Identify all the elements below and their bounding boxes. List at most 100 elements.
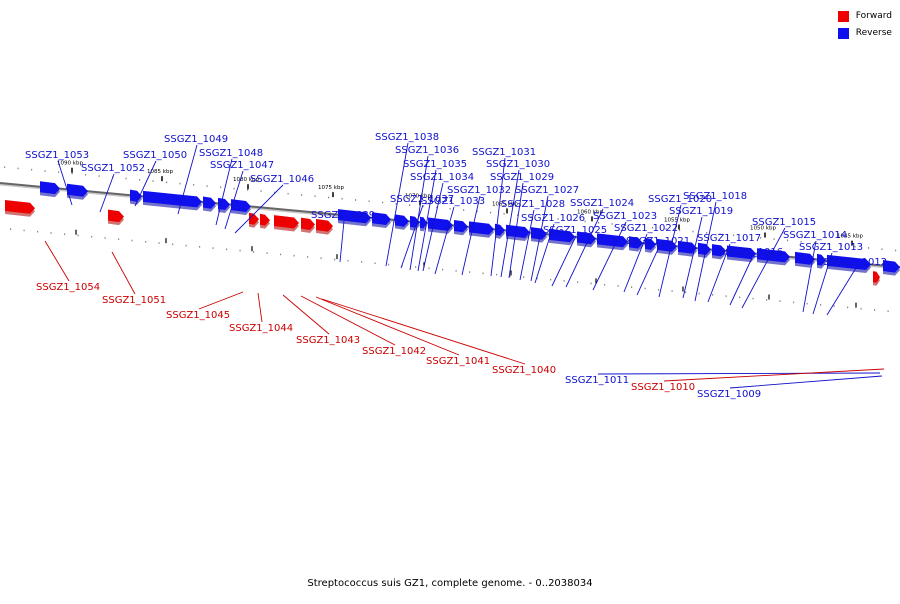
gene-arrow <box>531 227 547 240</box>
gene-label: SSGZ1_1044 <box>229 323 293 334</box>
gene-label: SSGZ1_1013 <box>799 242 863 253</box>
minor-tick-lower <box>752 297 754 300</box>
minor-tick-upper <box>206 185 208 187</box>
minor-tick-lower <box>874 309 876 311</box>
gene-label: SSGZ1_1031 <box>472 147 536 158</box>
gene-arrow <box>629 236 643 249</box>
minor-tick-lower <box>847 306 849 309</box>
gene-leader-line <box>57 160 73 206</box>
kbp-tick-label: 1080 kbp <box>233 177 259 183</box>
minor-tick-lower <box>550 278 552 281</box>
gene-arrow <box>698 242 711 255</box>
minor-tick-upper <box>422 205 424 208</box>
gene-arrow <box>249 212 259 225</box>
minor-tick-upper <box>517 214 519 216</box>
minor-tick-upper <box>868 247 870 249</box>
minor-tick-upper <box>719 233 721 235</box>
minor-tick-upper <box>301 194 303 196</box>
minor-tick-lower <box>698 292 700 295</box>
minor-tick-upper <box>733 234 735 237</box>
minor-tick-upper <box>328 196 330 199</box>
minor-tick-lower <box>280 253 282 256</box>
gene-label: SSGZ1_1018 <box>683 191 747 202</box>
gene-arrow <box>495 223 505 236</box>
gene-label: SSGZ1_1048 <box>199 148 263 159</box>
minor-tick-lower <box>226 248 228 251</box>
gene-label: SSGZ1_1053 <box>25 150 89 161</box>
gene-arrow <box>338 209 371 224</box>
minor-tick-lower <box>617 285 619 287</box>
gene-label: SSGZ1_1050 <box>123 150 187 161</box>
gene-label: SSGZ1_1011 <box>565 375 629 386</box>
minor-tick-lower <box>428 267 430 270</box>
minor-tick-upper <box>490 211 492 214</box>
gene-leader-line <box>597 372 881 375</box>
gene-label: SSGZ1_1038 <box>375 132 439 143</box>
minor-tick-lower <box>658 288 660 291</box>
gene-label: SSGZ1_1034 <box>410 172 474 183</box>
gene-label: SSGZ1_1054 <box>36 282 100 293</box>
gene-label: SSGZ1_1040 <box>492 365 556 376</box>
minor-tick-upper <box>31 168 33 171</box>
minor-tick-lower <box>104 237 106 239</box>
gene-label: SSGZ1_1035 <box>403 159 467 170</box>
gene-label: SSGZ1_1032 <box>447 185 511 196</box>
gene-arrow <box>645 237 656 250</box>
minor-tick-upper <box>827 243 829 245</box>
gene-label: SSGZ1_1029 <box>490 172 554 183</box>
minor-tick-lower <box>860 307 862 310</box>
gene-leader-line <box>461 195 481 276</box>
minor-tick-lower <box>253 251 255 253</box>
gene-leader-line <box>530 195 549 282</box>
minor-tick-lower <box>64 233 66 236</box>
gene-label: SSGZ1_1019 <box>669 206 733 217</box>
gene-label: SSGZ1_1049 <box>164 134 228 145</box>
minor-tick-upper <box>139 178 141 181</box>
minor-tick-upper <box>746 235 748 238</box>
gene-label: SSGZ1_1027 <box>515 185 579 196</box>
minor-tick-upper <box>449 208 451 210</box>
minor-tick-upper <box>800 240 802 243</box>
minor-tick-lower <box>509 275 511 277</box>
minor-tick-upper <box>814 242 816 244</box>
gene-leader-line <box>215 158 233 226</box>
minor-tick-upper <box>665 228 667 230</box>
kbp-tick-label: 1065 kbp <box>492 201 518 207</box>
gene-label: SSGZ1_1051 <box>102 295 166 306</box>
gene-leader-line <box>422 182 444 272</box>
gene-arrow <box>757 248 790 263</box>
gene-leader-line <box>434 206 455 275</box>
minor-tick-lower <box>887 310 889 313</box>
gene-label: SSGZ1_1026 <box>521 213 585 224</box>
gene-label: SSGZ1_1014 <box>783 230 847 241</box>
gene-arrow <box>231 199 251 212</box>
gene-leader-line <box>400 204 424 269</box>
gene-leader-line <box>385 142 409 267</box>
gene-leader-line <box>490 157 506 277</box>
minor-tick-upper <box>71 172 73 175</box>
minor-tick-upper <box>4 166 6 168</box>
gene-leader-line <box>551 235 577 287</box>
gene-arrow <box>549 228 575 243</box>
gene-arrow <box>712 244 726 257</box>
minor-tick-upper <box>314 195 316 198</box>
minor-tick-upper <box>773 238 775 240</box>
minor-tick-lower <box>685 291 687 294</box>
gene-arrow <box>469 221 494 235</box>
gene-arrow <box>395 214 409 227</box>
gene-label: SSGZ1_1046 <box>250 174 314 185</box>
minor-tick-upper <box>476 210 478 213</box>
kbp-tick-label: 1070 kbp <box>405 193 431 199</box>
gene-arrow <box>827 254 871 270</box>
minor-tick-lower <box>806 302 808 305</box>
gene-arrow <box>420 216 427 229</box>
gene-leader-line <box>321 298 526 365</box>
minor-tick-lower <box>739 296 741 299</box>
minor-tick-upper <box>598 221 600 224</box>
minor-tick-upper <box>166 181 168 184</box>
minor-tick-lower <box>415 266 417 268</box>
gene-leader-line <box>111 251 136 295</box>
gene-leader-line <box>300 295 396 346</box>
minor-tick-upper <box>584 220 586 223</box>
